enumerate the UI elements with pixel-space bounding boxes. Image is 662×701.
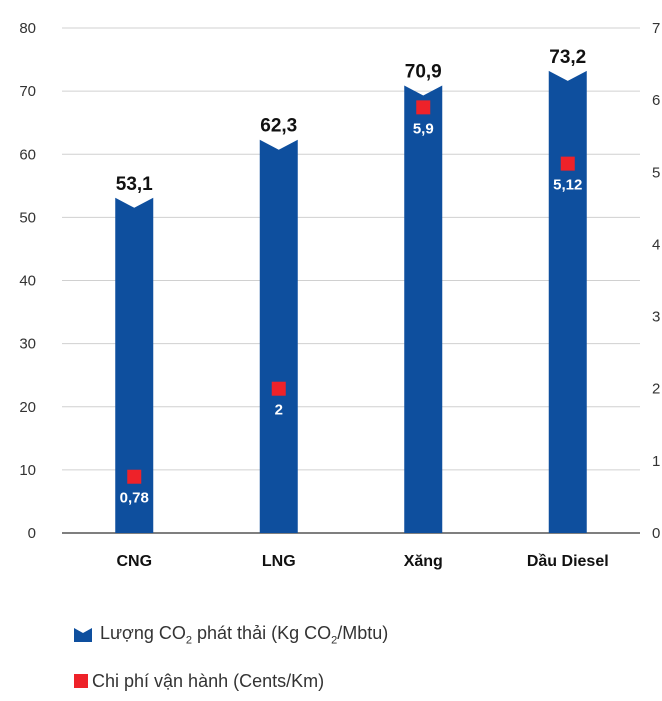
- legend-label-co2: Lượng CO2 phát thải (Kg CO2/Mbtu): [100, 623, 389, 647]
- bar-value-label: 62,3: [260, 116, 297, 137]
- cost-marker: [560, 156, 575, 171]
- y-right-tick-label: 0: [652, 525, 660, 542]
- legend: Lượng CO2 phát thải (Kg CO2/Mbtu) Chi ph…: [74, 622, 388, 694]
- y-left-tick-label: 10: [19, 462, 36, 479]
- y-left-tick-label: 50: [19, 209, 36, 226]
- bar-co2: [259, 139, 298, 533]
- y-right-tick-label: 4: [652, 236, 660, 253]
- x-tick-label: LNG: [262, 553, 296, 570]
- x-tick-label: CNG: [116, 553, 152, 570]
- y-left-tick-label: 20: [19, 399, 36, 416]
- y-left-tick-label: 60: [19, 146, 36, 163]
- cost-marker: [127, 469, 142, 484]
- legend-swatch-cost: [74, 674, 88, 688]
- x-tick-label: Xăng: [404, 553, 443, 570]
- bar-value-label: 73,2: [549, 47, 586, 68]
- bar-co2: [404, 85, 443, 533]
- y-right-tick-label: 1: [652, 453, 660, 470]
- x-tick-label: Dầu Diesel: [527, 553, 609, 570]
- cost-value-label: 2: [275, 402, 283, 419]
- y-right-tick-label: 3: [652, 309, 660, 326]
- legend-item-co2: Lượng CO2 phát thải (Kg CO2/Mbtu): [74, 622, 388, 648]
- y-left-tick-label: 0: [28, 525, 36, 542]
- bar-value-label: 53,1: [116, 174, 153, 195]
- y-right-tick-label: 6: [652, 92, 660, 109]
- y-right-tick-label: 5: [652, 164, 660, 181]
- legend-swatch-co2: [74, 628, 92, 642]
- cost-marker: [271, 381, 286, 396]
- y-right-tick-label: 2: [652, 381, 660, 398]
- cost-value-label: 0,78: [120, 490, 149, 507]
- y-left-tick-label: 40: [19, 273, 36, 290]
- y-left-tick-label: 30: [19, 336, 36, 353]
- chart-svg: 0 10 20 30 40 50 60 70 80 0 1 2 3 4 5 6 7 53,1 CNG 0,78 62,3…: [19, 20, 660, 570]
- cost-value-label: 5,9: [413, 120, 434, 137]
- y-right-tick-label: 7: [652, 20, 660, 37]
- bar-co2: [115, 197, 154, 533]
- y-left-tick-label: 80: [19, 20, 36, 37]
- y-left-tick-label: 70: [19, 83, 36, 100]
- chart: 0 10 20 30 40 50 60 70 80 0 1 2 3 4 5 6 7 53,1 CNG 0,78 62,3…: [19, 20, 660, 570]
- legend-item-cost: Chi phí vận hành (Cents/Km): [74, 668, 388, 694]
- bar-co2: [548, 70, 587, 534]
- bar-value-label: 70,9: [405, 61, 442, 82]
- legend-label-cost: Chi phí vận hành (Cents/Km): [92, 670, 325, 691]
- cost-marker: [416, 100, 431, 115]
- cost-value-label: 5,12: [553, 177, 582, 194]
